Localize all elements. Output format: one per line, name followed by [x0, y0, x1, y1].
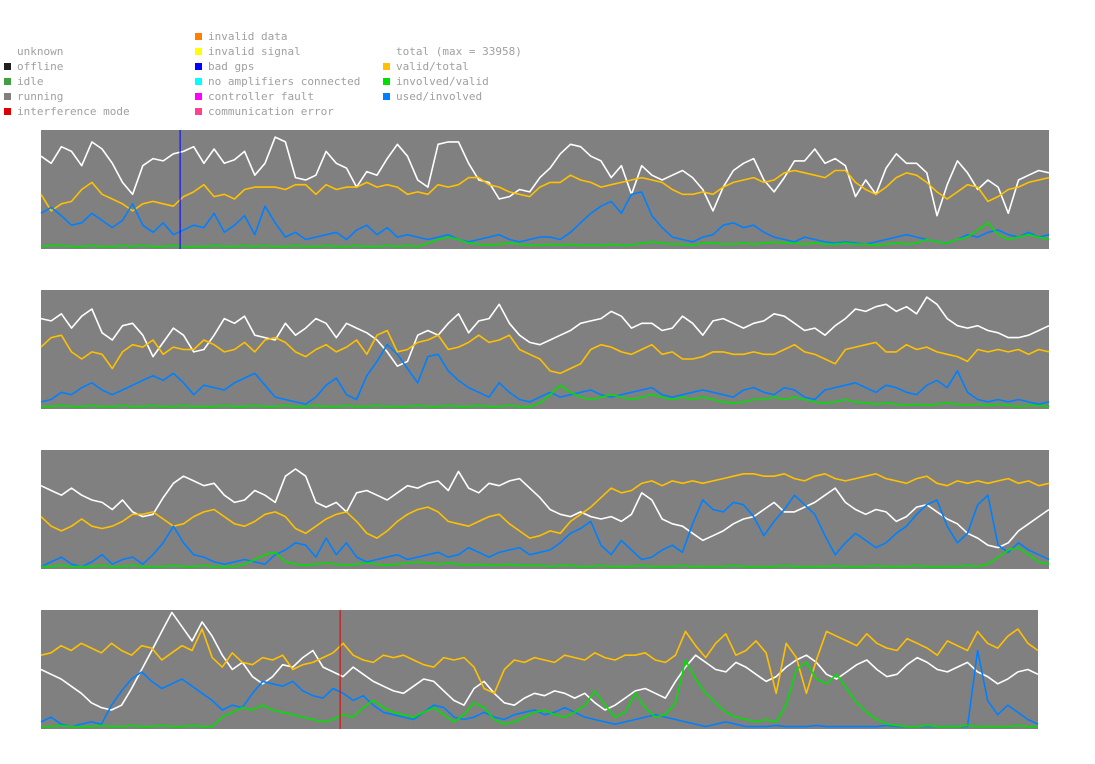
series-line-valid-total [40, 169, 1050, 212]
legend-label: communication error [208, 105, 334, 118]
series-line-used-involved [40, 649, 1039, 728]
legend-swatch [195, 93, 202, 100]
series-line-used-involved [40, 343, 1050, 406]
series-line-used-involved [40, 191, 1050, 245]
series-line-involved-valid [41, 384, 1050, 408]
legend-label: unknown [17, 45, 64, 58]
legend-label: offline [17, 60, 64, 73]
legend-label: idle [17, 75, 44, 88]
legend-label: bad gps [208, 60, 255, 73]
chart-panel-3 [40, 450, 1050, 569]
legend-swatch [4, 63, 11, 70]
legend: unknown offline idle running interferenc… [0, 0, 1095, 125]
plot-background [41, 450, 1049, 569]
legend-label: invalid signal [208, 45, 301, 58]
series-line-involved-valid [41, 546, 1050, 568]
series-line-valid-total [40, 628, 1039, 695]
legend-swatch [4, 78, 11, 85]
legend-label: involved/valid [396, 75, 489, 88]
legend-swatch [195, 78, 202, 85]
legend-label: no amplifiers connected [208, 75, 361, 88]
series-line-total [40, 468, 1050, 549]
series-line-involved-valid [40, 222, 1050, 248]
chart-panel-1 [40, 130, 1050, 249]
series-line-used-involved [40, 494, 1050, 568]
series-line-valid-total [40, 472, 1050, 539]
legend-label: running [17, 90, 64, 103]
legend-label: controller fault [208, 90, 314, 103]
legend-swatch [383, 93, 390, 100]
legend-swatch [383, 78, 390, 85]
legend-swatch [4, 93, 11, 100]
legend-swatch [195, 108, 202, 115]
legend-label: total (max = 33958) [396, 45, 522, 58]
legend-swatch [383, 63, 390, 70]
legend-label: used/involved [396, 90, 483, 103]
legend-swatch [195, 48, 202, 55]
legend-label: interference mode [17, 105, 130, 118]
chart-panel-2 [40, 290, 1050, 409]
legend-swatch [195, 33, 202, 40]
legend-label: invalid data [208, 30, 288, 43]
series-line-involved-valid [41, 659, 1038, 728]
legend-swatch [195, 63, 202, 70]
series-line-valid-total [40, 329, 1050, 375]
legend-label: valid/total [396, 60, 469, 73]
series-line-total [40, 136, 1050, 217]
legend-swatch [4, 108, 11, 115]
chart-panel-4 [40, 610, 1039, 729]
series-line-total [40, 611, 1039, 711]
